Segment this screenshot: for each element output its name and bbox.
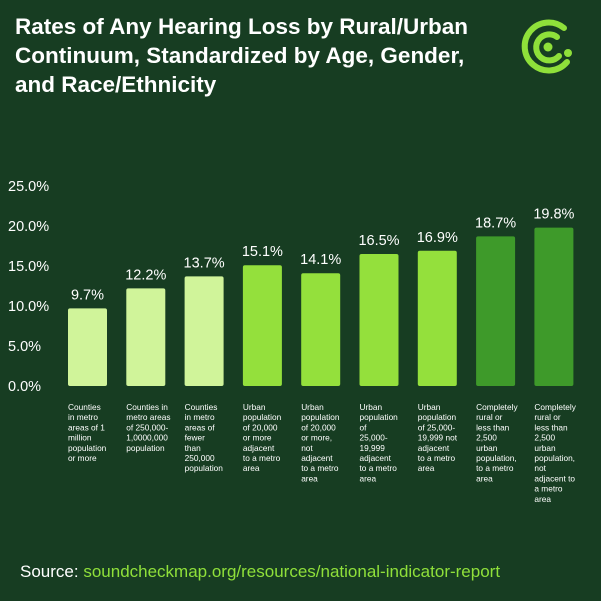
bar (126, 288, 166, 386)
y-tick-label: 15.0% (8, 259, 49, 275)
value-label: 9.7% (71, 287, 104, 303)
value-label: 13.7% (184, 255, 225, 271)
source-link[interactable]: soundcheckmap.org/resources/national-ind… (83, 562, 501, 581)
value-label: 19.8% (533, 207, 574, 223)
category-label: Completely rural or less than 2,500 urban pop… (534, 402, 576, 504)
y-tick-label: 20.0% (8, 219, 49, 235)
source-note: Source: soundcheckmap.org/resources/nati… (20, 562, 500, 582)
value-label: 12.2% (125, 267, 166, 283)
bar (242, 265, 282, 386)
soundcheck-logo-icon (521, 19, 572, 74)
y-tick-label: 10.0% (8, 299, 49, 315)
bar (534, 227, 574, 386)
category-label: Urban population of 25,000-19,999 adjacent to… (360, 402, 399, 483)
source-label: Source: (20, 562, 79, 581)
value-label: 15.1% (242, 244, 283, 260)
value-label: 16.5% (358, 233, 399, 249)
category-label: Urban population of 20,000 or more, not adjac… (301, 402, 340, 483)
category-label: Counties in metro areas of fewer than 250,000… (185, 402, 224, 473)
value-labels: 9.7% 12.2% 13.7% 15.1% 14.1% 16.5% 16.9% 18.7% 1… (71, 207, 575, 304)
value-label: 18.7% (475, 215, 516, 231)
value-label: 16.9% (417, 230, 458, 246)
category-label: Counties in metro areas of 250,000-1,0000,… (126, 402, 170, 453)
y-tick-label: 0.0% (8, 379, 41, 395)
chart-title: Rates of Any Hearing Loss by Rural/Urban… (15, 14, 469, 97)
bar (301, 273, 341, 386)
y-axis: 25.0% 20.0% 15.0% 10.0% 5.0% 0.0% (8, 179, 49, 395)
x-axis-labels: Counties in metro areas of 1 million populat… (68, 402, 577, 504)
y-tick-label: 5.0% (8, 339, 41, 355)
bar (359, 254, 399, 386)
bar (476, 236, 516, 386)
bar (417, 250, 457, 386)
category-label: Completely rural or less than 2,500 urban pop… (476, 402, 518, 483)
category-label: Urban population of 20,000 or more adjacent t… (243, 402, 282, 473)
y-tick-label: 25.0% (8, 179, 49, 195)
category-label: Counties in metro areas of 1 million populat… (68, 402, 107, 463)
category-label: Urban population of 25,000-19,999 not adjac… (418, 402, 458, 473)
bar (68, 308, 107, 386)
bar (184, 276, 224, 386)
bars (68, 227, 574, 386)
value-label: 14.1% (300, 252, 341, 268)
